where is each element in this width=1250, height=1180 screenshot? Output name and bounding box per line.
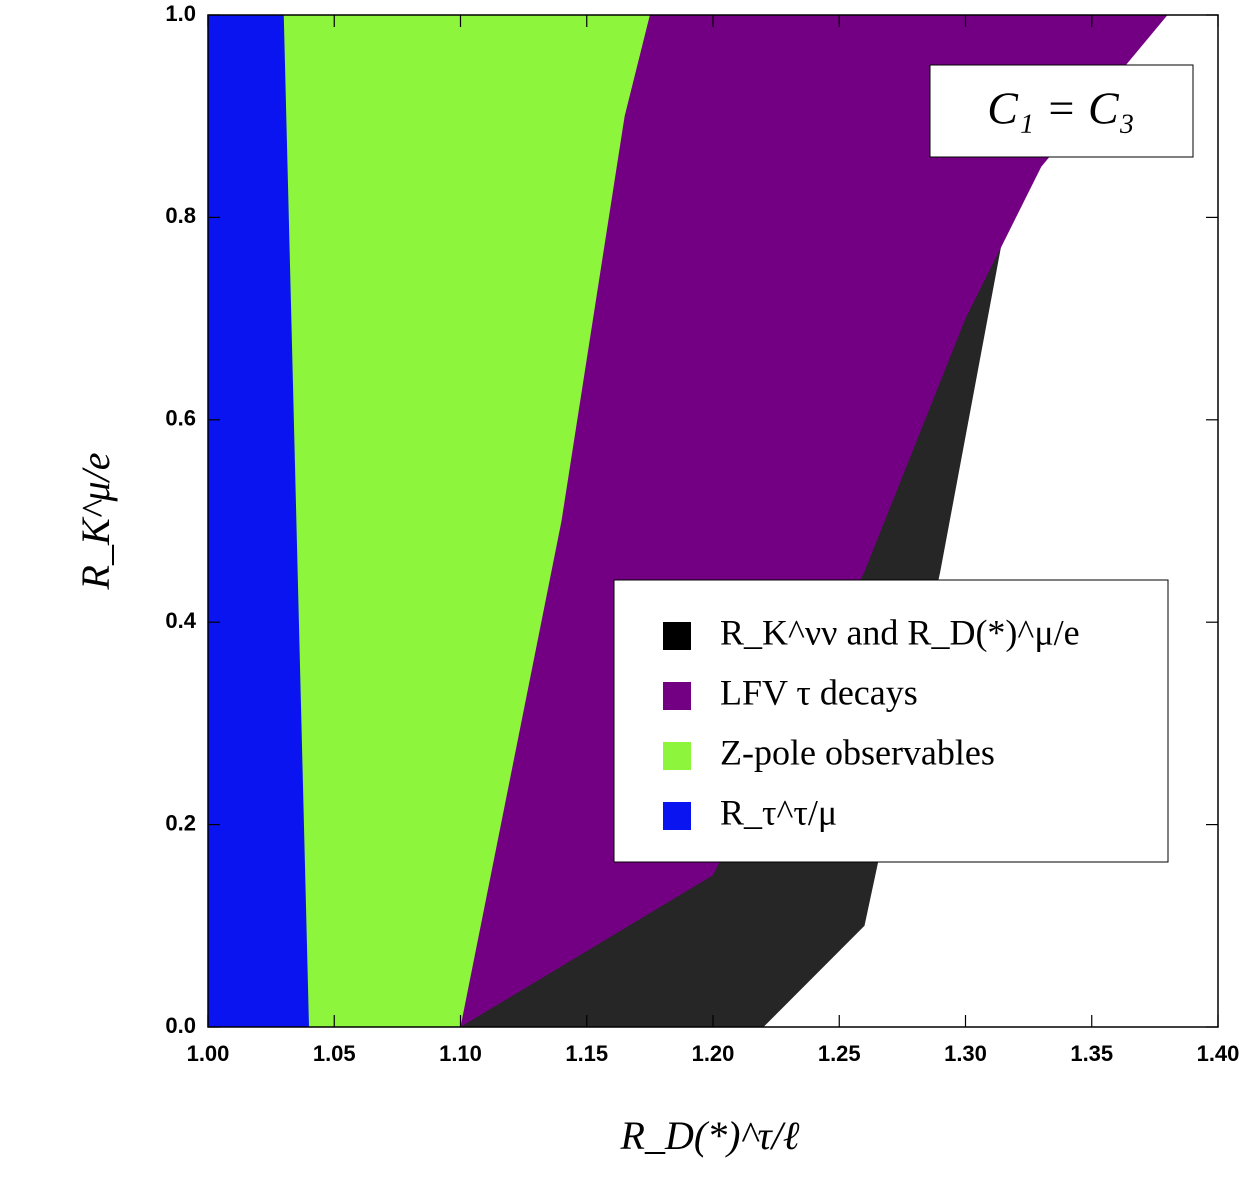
legend-label: LFV τ decays [720, 672, 918, 712]
point-cloud [208, 15, 650, 1027]
x-tick-label: 1.10 [439, 1041, 482, 1066]
y-tick-label: 0.6 [165, 406, 196, 431]
legend-label: Z-pole observables [720, 732, 995, 772]
legend-label: R_K^νν and R_D(*)^μ/e [720, 612, 1080, 652]
y-tick-label: 0.2 [165, 810, 196, 835]
point-cloud [208, 15, 309, 1027]
annotation: C₁ = C₃ [987, 83, 1134, 134]
y-tick-label: 0.0 [165, 1013, 196, 1038]
legend-swatch [663, 742, 691, 770]
legend-label: R_τ^τ/μ [720, 792, 837, 832]
x-tick-label: 1.35 [1070, 1041, 1113, 1066]
annotation-box [929, 64, 1194, 158]
x-tick-label: 1.15 [565, 1041, 608, 1066]
legend-swatch [663, 682, 691, 710]
y-tick-label: 0.8 [165, 203, 196, 228]
x-tick-label: 1.00 [187, 1041, 230, 1066]
x-tick-label: 1.40 [1197, 1041, 1240, 1066]
legend-swatch [663, 622, 691, 650]
legend-box [613, 579, 1169, 863]
x-tick-label: 1.25 [818, 1041, 861, 1066]
x-tick-label: 1.05 [313, 1041, 356, 1066]
y-tick-label: 0.4 [165, 608, 196, 633]
legend-swatch [663, 802, 691, 830]
x-tick-label: 1.30 [944, 1041, 987, 1066]
x-tick-label: 1.20 [692, 1041, 735, 1066]
y-axis-label: R_K^μ/e [73, 453, 118, 591]
y-tick-label: 1.0 [165, 1, 196, 26]
x-axis-label: R_D(*)^τ/ℓ [620, 1113, 800, 1158]
